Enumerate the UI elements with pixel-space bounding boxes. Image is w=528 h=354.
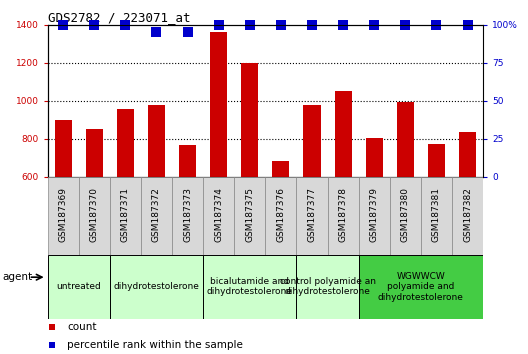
Bar [117, 108, 134, 177]
FancyBboxPatch shape [79, 177, 110, 255]
Text: GSM187374: GSM187374 [214, 187, 223, 242]
Text: bicalutamide and
dihydrotestolerone: bicalutamide and dihydrotestolerone [207, 277, 293, 296]
Text: GSM187380: GSM187380 [401, 187, 410, 242]
Text: GSM187372: GSM187372 [152, 187, 161, 242]
Bar [335, 91, 352, 177]
Text: GSM187378: GSM187378 [338, 187, 347, 242]
Text: untreated: untreated [56, 282, 101, 291]
FancyBboxPatch shape [421, 177, 452, 255]
Bar [148, 105, 165, 177]
Text: control polyamide an
dihydrotestolerone: control polyamide an dihydrotestolerone [279, 277, 375, 296]
Bar [86, 130, 103, 177]
Bar [366, 138, 383, 177]
Bar [210, 32, 227, 177]
Text: GSM187375: GSM187375 [246, 187, 254, 242]
Bar [54, 120, 72, 177]
FancyBboxPatch shape [296, 177, 327, 255]
FancyBboxPatch shape [48, 255, 110, 319]
FancyBboxPatch shape [452, 177, 483, 255]
Bar [397, 102, 414, 177]
Text: GSM187382: GSM187382 [463, 187, 472, 242]
Text: GSM187379: GSM187379 [370, 187, 379, 242]
FancyBboxPatch shape [234, 177, 265, 255]
Bar [179, 145, 196, 177]
FancyBboxPatch shape [359, 255, 483, 319]
FancyBboxPatch shape [203, 177, 234, 255]
Text: GSM187369: GSM187369 [59, 187, 68, 242]
FancyBboxPatch shape [296, 255, 359, 319]
FancyBboxPatch shape [141, 177, 172, 255]
FancyBboxPatch shape [110, 177, 141, 255]
Text: percentile rank within the sample: percentile rank within the sample [67, 340, 243, 350]
FancyBboxPatch shape [265, 177, 296, 255]
Text: GSM187377: GSM187377 [307, 187, 316, 242]
Text: count: count [67, 322, 97, 332]
Bar [459, 132, 476, 177]
Text: dihydrotestolerone: dihydrotestolerone [114, 282, 200, 291]
Text: WGWWCW
polyamide and
dihydrotestolerone: WGWWCW polyamide and dihydrotestolerone [378, 272, 464, 302]
Text: GSM187370: GSM187370 [90, 187, 99, 242]
FancyBboxPatch shape [203, 255, 296, 319]
FancyBboxPatch shape [48, 177, 79, 255]
Text: agent: agent [2, 272, 33, 282]
FancyBboxPatch shape [172, 177, 203, 255]
Text: GDS2782 / 223071_at: GDS2782 / 223071_at [48, 11, 190, 24]
FancyBboxPatch shape [327, 177, 359, 255]
Bar [428, 144, 445, 177]
FancyBboxPatch shape [390, 177, 421, 255]
Text: GSM187376: GSM187376 [276, 187, 285, 242]
FancyBboxPatch shape [359, 177, 390, 255]
FancyBboxPatch shape [110, 255, 203, 319]
Text: GSM187381: GSM187381 [432, 187, 441, 242]
Bar [304, 105, 320, 177]
Bar [241, 63, 258, 177]
Text: GSM187373: GSM187373 [183, 187, 192, 242]
Text: GSM187371: GSM187371 [121, 187, 130, 242]
Bar [272, 161, 289, 177]
